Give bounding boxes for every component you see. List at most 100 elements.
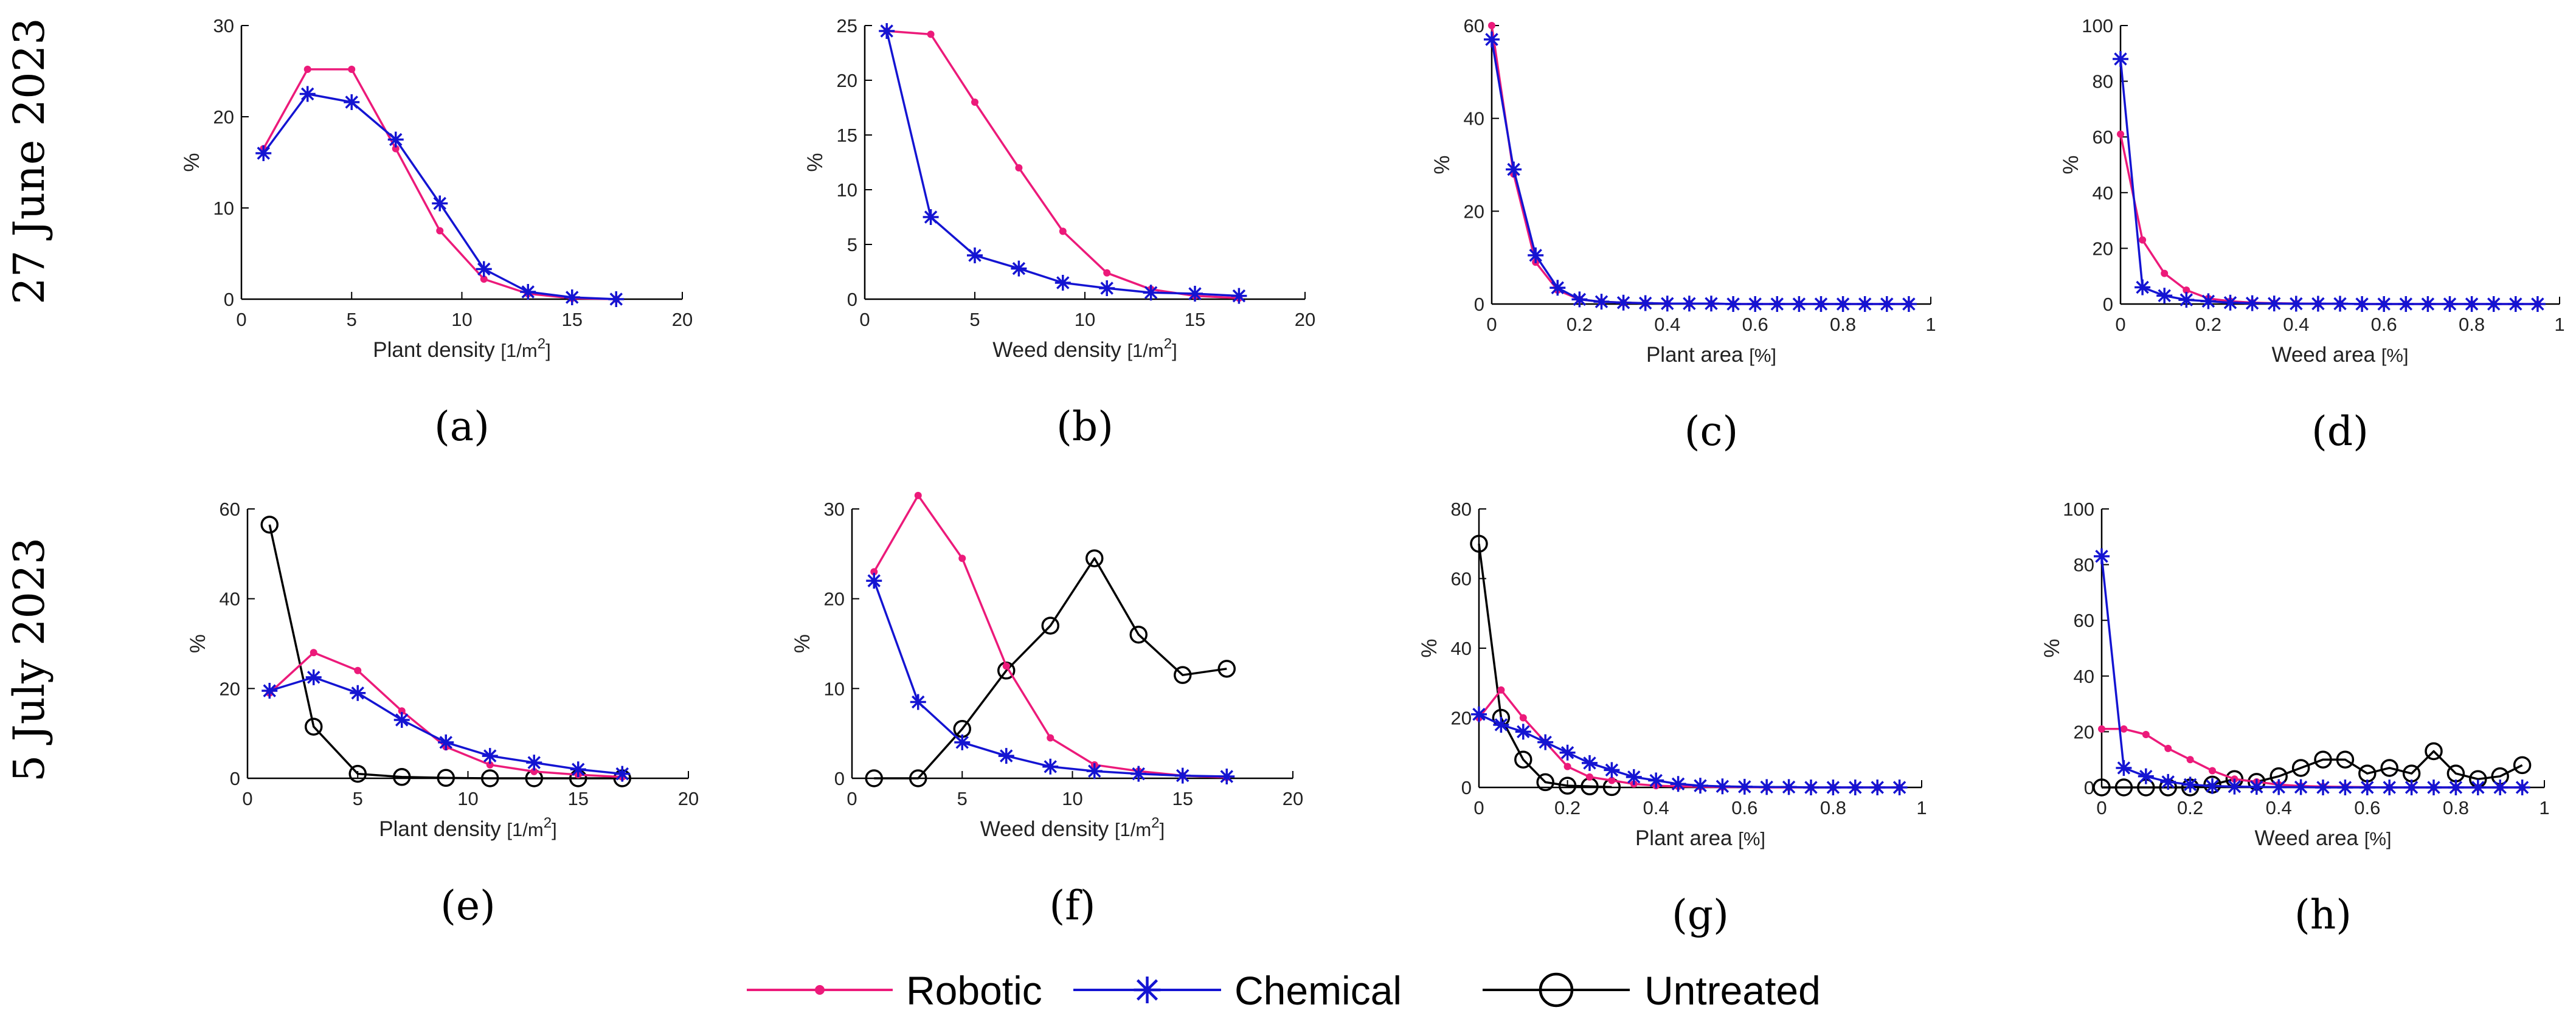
data-point-chemical <box>2426 780 2442 795</box>
data-point-chemical <box>1648 772 1664 789</box>
legend-entry-untreated: Untreated <box>1483 968 1821 1013</box>
data-point-chemical <box>2113 50 2128 67</box>
x-tick-label: 5 <box>957 788 968 809</box>
data-point-chemical <box>1835 296 1851 312</box>
x-tick-label: 20 <box>672 309 693 330</box>
x-tick-label: 0.4 <box>1654 314 1680 335</box>
data-point-chemical <box>2222 294 2238 311</box>
data-point-robotic <box>2139 236 2147 244</box>
x-axis-label-unit: [1/m <box>500 340 537 361</box>
panel-f: 0 5 10 15 20 0 10 20 30% Weed density [1/m2] (f) <box>791 491 1303 929</box>
y-axis-label: % <box>1430 155 1454 174</box>
x-axis-label: Plant area [%] <box>1646 343 1776 367</box>
data-point-robotic <box>870 568 878 576</box>
data-point-chemical <box>910 694 926 710</box>
data-point-chemical <box>1054 275 1071 291</box>
series-chemical <box>879 23 1247 304</box>
y-tick-label: 10 <box>213 198 234 219</box>
x-tick-label: 5 <box>353 788 363 809</box>
series-untreated <box>865 549 1236 787</box>
row-label-top: 27 June 2023 <box>4 18 54 304</box>
data-point-robotic <box>1002 662 1010 670</box>
x-tick-label: 0 <box>859 309 870 330</box>
data-point-untreated <box>348 764 367 783</box>
data-point-untreated <box>260 516 279 534</box>
data-point-chemical <box>1549 280 1566 296</box>
y-axis-label: % <box>791 634 814 653</box>
data-point-untreated <box>2336 750 2355 769</box>
x-tick-label: 0 <box>242 788 252 809</box>
x-tick-label: 0.6 <box>1742 314 1768 335</box>
row-labels: 27 June 2023 5 July 2023 <box>4 18 54 782</box>
data-point-chemical <box>1537 734 1554 750</box>
data-point-robotic <box>2098 725 2105 733</box>
panel-label: (d) <box>2311 408 2369 455</box>
y-tick-label: 80 <box>2074 555 2094 576</box>
data-point-robotic <box>392 145 400 153</box>
data-point-chemical <box>1471 706 1487 722</box>
panel-label: (a) <box>434 403 490 450</box>
data-point-chemical <box>866 573 882 589</box>
x-tick-label: 1 <box>1916 797 1927 818</box>
x-tick-label: 1 <box>2539 797 2549 818</box>
data-point-chemical <box>1506 161 1522 178</box>
y-tick-label: 20 <box>2074 721 2094 742</box>
data-point-robotic <box>398 707 406 715</box>
y-tick-label: 40 <box>220 589 240 610</box>
data-point-chemical <box>1847 780 1863 795</box>
data-point-chemical <box>967 247 983 263</box>
x-tick-label: 5 <box>347 309 357 330</box>
data-point-chemical <box>923 209 939 225</box>
data-point-chemical <box>2116 759 2132 776</box>
x-tick-label: 0.8 <box>2443 797 2469 818</box>
series-robotic <box>883 27 1243 302</box>
y-tick-label: 20 <box>1464 201 1484 222</box>
y-axis-label: % <box>1418 638 1441 657</box>
x-tick-label: 0 <box>236 309 246 330</box>
data-point-robotic <box>971 99 978 106</box>
x-axis-label-unit-close: ] <box>1160 819 1165 840</box>
data-point-chemical <box>2448 780 2464 795</box>
panel-label: (b) <box>1056 403 1113 450</box>
data-point-chemical <box>1626 769 1642 785</box>
data-point-robotic <box>1047 734 1054 742</box>
x-axis-label-unit: [%] <box>1749 345 1776 366</box>
data-point-robotic <box>2161 269 2169 277</box>
y-tick-label: 0 <box>847 289 857 310</box>
x-tick-label: 0.6 <box>2354 797 2380 818</box>
data-point-chemical <box>2507 296 2524 312</box>
x-tick-label: 0 <box>847 788 857 809</box>
data-point-chemical <box>1703 296 1719 312</box>
data-point-untreated <box>1536 773 1554 792</box>
panel-label: (e) <box>440 882 496 929</box>
series-line-untreated <box>1478 544 1612 789</box>
data-point-robotic <box>914 491 922 499</box>
data-point-robotic <box>530 767 538 775</box>
data-point-chemical <box>1582 755 1598 771</box>
x-tick-label: 0.8 <box>1820 797 1846 818</box>
data-point-chemical <box>1130 766 1147 782</box>
data-point-untreated <box>2380 759 2398 777</box>
series-line-robotic <box>269 651 623 778</box>
data-point-chemical <box>305 669 322 685</box>
x-tick-label: 20 <box>678 788 699 809</box>
y-tick-label: 0 <box>2084 777 2094 798</box>
data-point-untreated <box>1470 534 1488 553</box>
x-axis-label-unit: [1/m <box>1127 340 1163 361</box>
data-point-chemical <box>1011 260 1027 277</box>
series-chemical <box>261 669 631 782</box>
data-point-chemical <box>954 734 971 750</box>
x-axis-label-name: Weed density <box>992 338 1127 362</box>
data-point-chemical <box>2138 768 2154 784</box>
data-point-robotic <box>927 30 935 38</box>
x-tick-label: 10 <box>457 788 478 809</box>
y-tick-label: 20 <box>824 589 845 610</box>
legend-label-robotic: Robotic <box>906 968 1042 1013</box>
data-point-chemical <box>261 683 278 699</box>
data-point-chemical <box>2403 780 2420 795</box>
data-point-chemical <box>2271 779 2287 795</box>
x-axis-label-unit: [1/m <box>507 819 543 840</box>
data-point-chemical <box>1878 296 1895 312</box>
data-point-robotic <box>1015 164 1023 171</box>
y-tick-label: 25 <box>837 15 857 36</box>
